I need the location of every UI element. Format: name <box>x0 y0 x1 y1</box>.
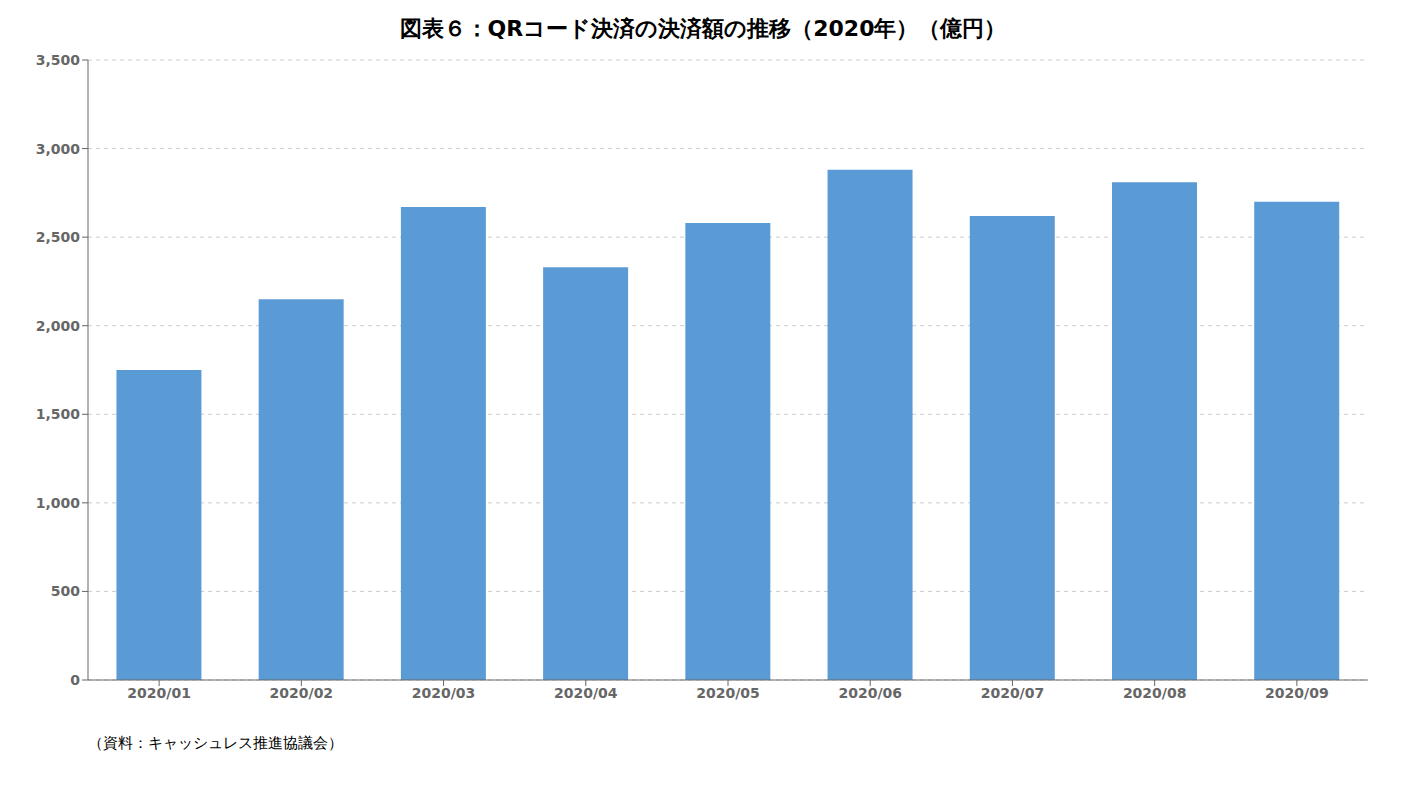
svg-text:2,000: 2,000 <box>36 318 81 334</box>
svg-text:2020/06: 2020/06 <box>838 685 902 701</box>
svg-text:2020/07: 2020/07 <box>981 685 1045 701</box>
svg-text:2020/02: 2020/02 <box>270 685 334 701</box>
svg-text:500: 500 <box>51 583 80 599</box>
svg-text:2020/08: 2020/08 <box>1123 685 1187 701</box>
svg-text:2020/05: 2020/05 <box>696 685 760 701</box>
svg-text:2020/04: 2020/04 <box>554 685 618 701</box>
svg-text:1,000: 1,000 <box>36 495 81 511</box>
svg-text:0: 0 <box>70 672 80 688</box>
html-text:図表６：QRコード決済の決済額の推移（2020年）（億円）: 図表６：QRコード決済の決済額の推移（2020年）（億円） <box>399 16 1007 41</box>
html-text:（資料：キャッシュレス推進協議会）: （資料：キャッシュレス推進協議会） <box>88 734 343 752</box>
svg-text:2,500: 2,500 <box>36 229 81 245</box>
svg-text:1,500: 1,500 <box>36 406 81 422</box>
svg-text:3,000: 3,000 <box>36 141 81 157</box>
svg-text:2020/01: 2020/01 <box>127 685 191 701</box>
svg-text:3,500: 3,500 <box>36 52 81 68</box>
svg-text:2020/09: 2020/09 <box>1265 685 1329 701</box>
svg-text:2020/03: 2020/03 <box>412 685 476 701</box>
